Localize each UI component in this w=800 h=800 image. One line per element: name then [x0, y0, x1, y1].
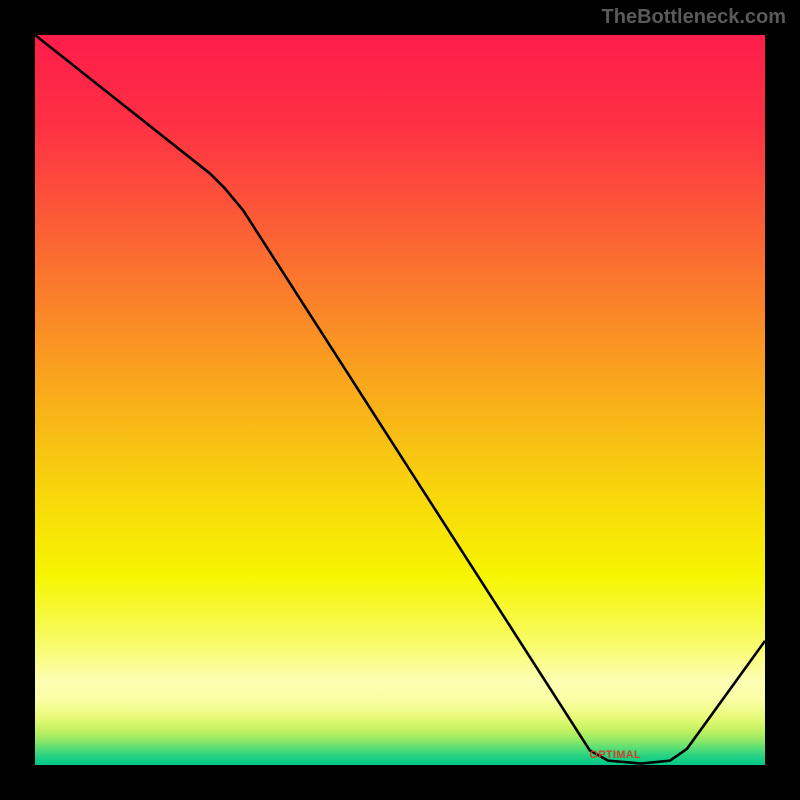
chart-plot-area: OPTIMAL [35, 35, 765, 765]
chart-background-gradient [35, 35, 765, 765]
chart-svg [35, 35, 765, 765]
watermark-text: TheBottleneck.com [602, 6, 786, 29]
optimal-label: OPTIMAL [589, 749, 641, 761]
